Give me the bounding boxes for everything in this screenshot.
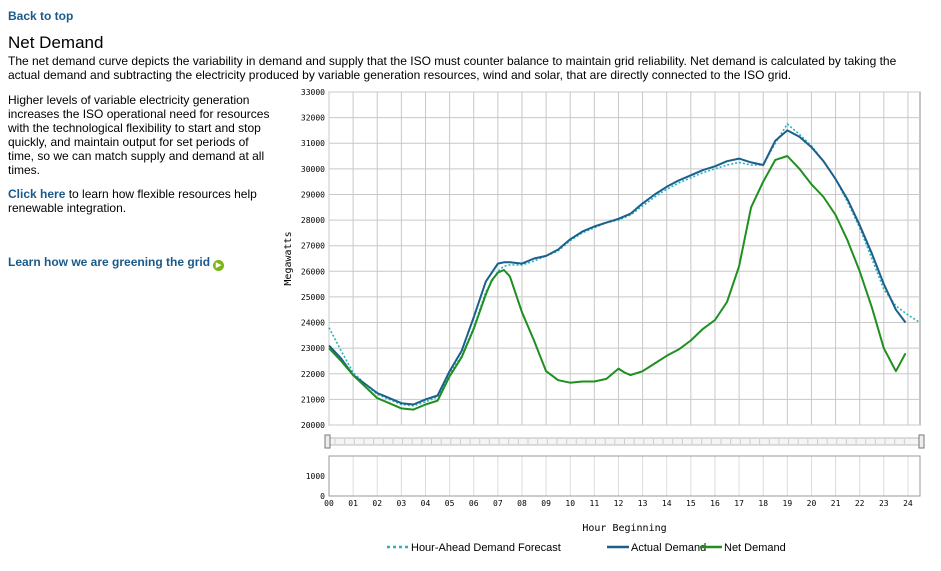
page-title: Net Demand xyxy=(8,33,104,52)
y-tick-label: 32000 xyxy=(301,114,325,123)
flexibility-paragraph: Higher levels of variable electricity ge… xyxy=(8,93,270,177)
y-tick-label: 24000 xyxy=(301,319,325,328)
greening-grid-link[interactable]: Learn how we are greening the grid ▶ xyxy=(8,255,225,271)
x-tick-label: 03 xyxy=(397,499,407,508)
x-tick-label: 15 xyxy=(686,499,696,508)
x-tick-label: 13 xyxy=(638,499,648,508)
legend-label-actual: Actual Demand xyxy=(631,542,706,554)
greening-grid-label: Learn how we are greening the grid xyxy=(8,255,211,269)
x-tick-label: 01 xyxy=(348,499,358,508)
y-tick-label: 29000 xyxy=(301,190,325,199)
y-tick-label: 21000 xyxy=(301,395,325,404)
x-tick-label: 14 xyxy=(662,499,672,508)
range-handle-left[interactable] xyxy=(324,434,331,449)
x-tick-label: 07 xyxy=(493,499,503,508)
series-line-net xyxy=(328,155,907,411)
x-tick-label: 02 xyxy=(372,499,382,508)
y-tick-label: 31000 xyxy=(301,139,325,148)
y-tick-label: 25000 xyxy=(301,293,325,302)
x-tick-label: 23 xyxy=(879,499,889,508)
x-tick-label: 05 xyxy=(445,499,455,508)
x-tick-label: 08 xyxy=(517,499,527,508)
x-tick-label: 00 xyxy=(324,499,334,508)
y-tick-label: 20000 xyxy=(301,421,325,430)
x-tick-label: 18 xyxy=(758,499,768,508)
x-tick-label: 06 xyxy=(469,499,479,508)
click-here-link[interactable]: Click here xyxy=(8,187,66,201)
arrow-right-circle-icon: ▶ xyxy=(213,260,225,271)
back-to-top-link[interactable]: Back to top xyxy=(8,9,74,23)
y-axis-title: Megawatts xyxy=(283,231,294,285)
intro-paragraph: The net demand curve depicts the variabi… xyxy=(8,54,897,82)
x-tick-label: 17 xyxy=(734,499,744,508)
y-tick-label: 33000 xyxy=(301,88,325,97)
x-tick-label: 09 xyxy=(541,499,551,508)
range-handle-right[interactable] xyxy=(918,434,925,449)
x-tick-label: 19 xyxy=(783,499,793,508)
series-line-actual xyxy=(328,129,907,406)
legend-label-forecast: Hour-Ahead Demand Forecast xyxy=(411,542,561,554)
navigator-panel[interactable] xyxy=(328,455,921,497)
plot-area xyxy=(328,91,921,426)
x-tick-label: 04 xyxy=(421,499,431,508)
x-tick-label: 16 xyxy=(710,499,720,508)
y-tick-label: 27000 xyxy=(301,242,325,251)
click-here-text: to learn how flexible resources help ren… xyxy=(8,187,257,215)
y-tick-label: 23000 xyxy=(301,344,325,353)
click-here-paragraph: Click here to learn how flexible resourc… xyxy=(8,187,270,215)
x-tick-label: 20 xyxy=(807,499,817,508)
x-tick-label: 10 xyxy=(565,499,575,508)
net-demand-chart: 2000021000220002300024000250002600027000… xyxy=(283,88,925,554)
y-tick-label: 26000 xyxy=(301,267,325,276)
x-tick-label: 24 xyxy=(903,499,913,508)
y-tick-label: 30000 xyxy=(301,165,325,174)
navigator-tick-label: 0 xyxy=(320,492,325,501)
x-axis-title: Hour Beginning xyxy=(582,523,666,534)
y-tick-label: 22000 xyxy=(301,370,325,379)
left-column: Higher levels of variable electricity ge… xyxy=(8,93,270,225)
legend-label-net: Net Demand xyxy=(724,542,786,554)
x-tick-label: 22 xyxy=(855,499,865,508)
navigator-tick-label: 1000 xyxy=(306,472,325,481)
x-tick-label: 21 xyxy=(831,499,841,508)
x-tick-label: 12 xyxy=(614,499,624,508)
y-tick-label: 28000 xyxy=(301,216,325,225)
x-tick-label: 11 xyxy=(590,499,600,508)
